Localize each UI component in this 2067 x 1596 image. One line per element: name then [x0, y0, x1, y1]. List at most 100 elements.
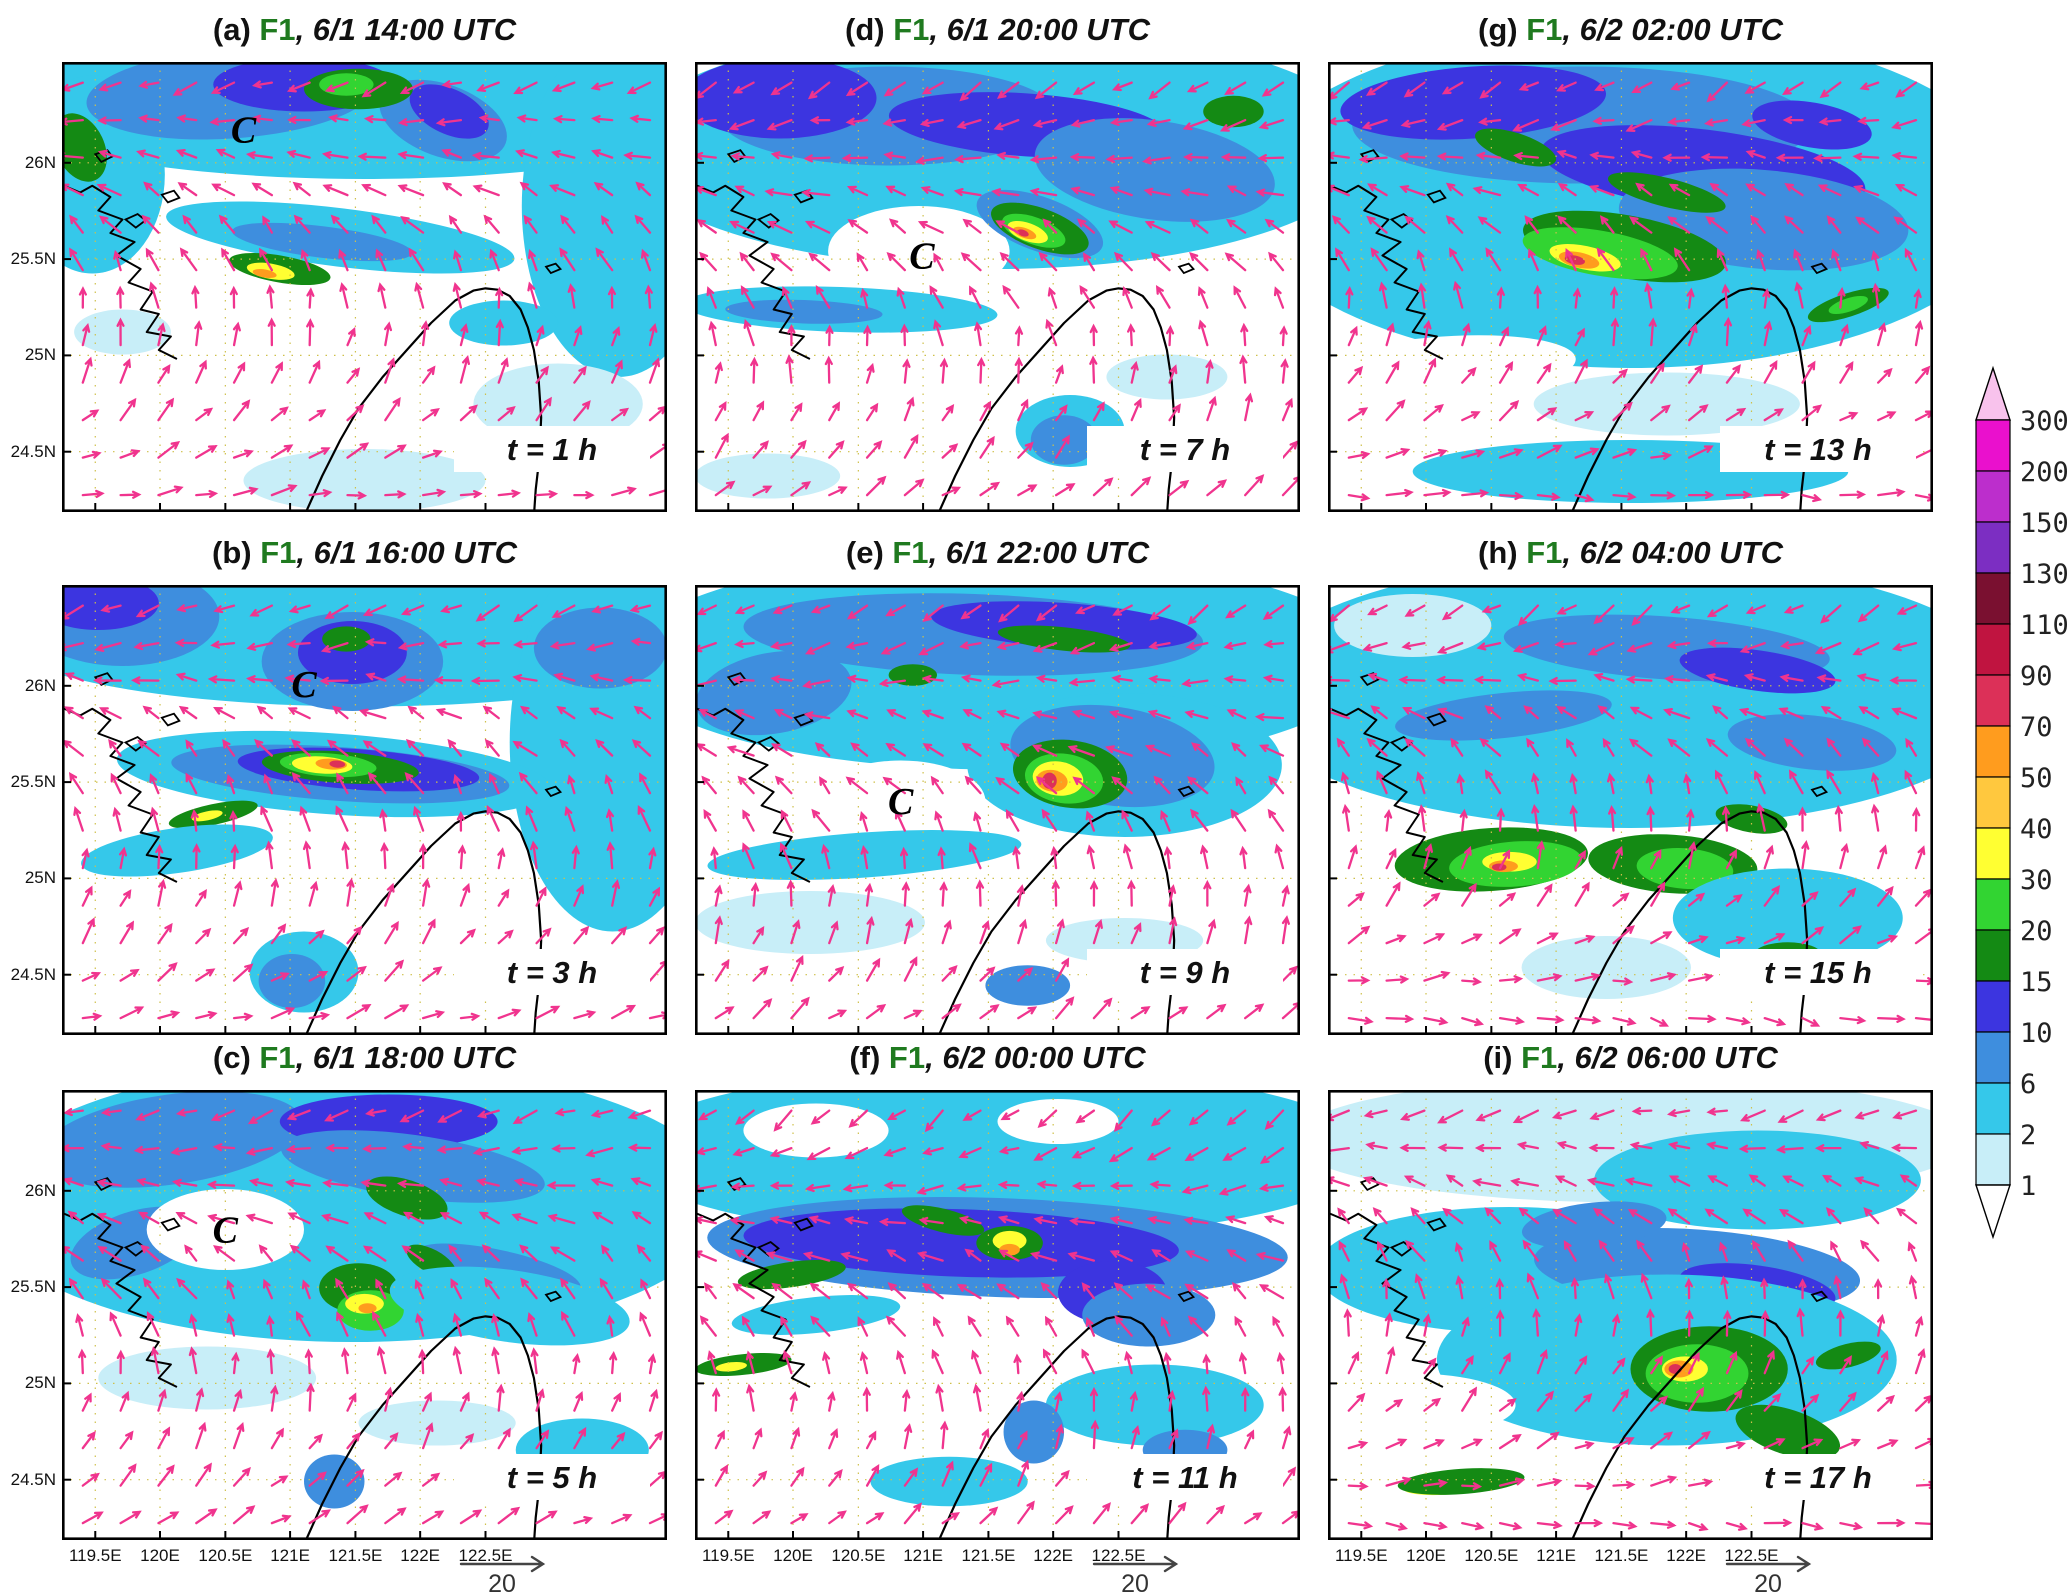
x-axis-label: 120.5E	[198, 1546, 253, 1565]
forecast-hour-label: t = 9 h	[1140, 955, 1230, 990]
forecast-hour-label: t = 13 h	[1764, 432, 1872, 467]
colorbar: 300 200 150 130 110 90 70 50 40 30 20 15 10 6 2 1	[1975, 365, 2067, 1240]
island-outline	[1810, 785, 1829, 798]
precip-region	[695, 891, 925, 954]
china-coastline	[62, 1211, 178, 1388]
wind-vector-field	[1328, 1106, 1933, 1532]
panel-map-c: Ct = 5 h	[62, 1090, 667, 1540]
taiwan-coastline	[304, 810, 543, 1035]
island-outline	[1426, 1217, 1447, 1232]
china-coastline	[62, 183, 178, 360]
taiwan-coastline	[304, 1315, 543, 1540]
colorbar-label: 130	[2020, 559, 2067, 590]
colorbar-label: 200	[2020, 457, 2067, 488]
model-run-label: F1	[893, 12, 930, 47]
panel-map-b: Ct = 3 h	[62, 585, 667, 1035]
panel-map-i: t = 17 h	[1328, 1090, 1933, 1540]
y-axis-label: 24.5N	[10, 441, 56, 461]
panel-datetime-label: , 6/1 14:00 UTC	[295, 12, 517, 47]
panel-index-label: (h)	[1478, 535, 1527, 570]
circulation-center-label: C	[213, 1210, 239, 1252]
precip-region	[1328, 335, 1576, 401]
forecast-hour-label: t = 5 h	[507, 1460, 597, 1495]
panel-index-label: (a)	[212, 12, 260, 47]
wind-vector-field	[1328, 604, 1933, 1027]
island-outline	[1177, 262, 1196, 275]
taiwan-coastline	[1570, 1315, 1809, 1540]
panel-title-g: (g) F1, 6/2 02:00 UTC	[1328, 8, 1933, 52]
panel-map-g: t = 13 h	[1328, 62, 1933, 512]
island-outline	[1177, 1290, 1196, 1303]
panel-datetime-label: , 6/1 20:00 UTC	[929, 12, 1150, 47]
precip-region	[737, 1259, 846, 1290]
panel-datetime-label: , 6/2 06:00 UTC	[1557, 1040, 1778, 1075]
precip-region	[695, 62, 877, 139]
colorbar-segment	[1975, 572, 2011, 625]
precip-region	[1397, 1468, 1525, 1495]
china-coastline	[1328, 1211, 1444, 1388]
x-axis-label: 119.5E	[1334, 1546, 1388, 1565]
island-outline	[756, 1241, 780, 1257]
island-outline	[793, 1217, 814, 1232]
precip-region	[1045, 1364, 1264, 1446]
panel-title-b: (b) F1, 6/1 16:00 UTC	[62, 531, 667, 575]
forecast-hour-label: t = 1 h	[507, 432, 597, 467]
island-outline	[544, 262, 563, 275]
panel-index-label: (g)	[1478, 12, 1527, 47]
colorbar-segment	[1975, 1082, 2011, 1135]
forecast-hour-label: t = 17 h	[1764, 1460, 1872, 1495]
map-border	[695, 62, 1300, 512]
y-axis-label: 25N	[24, 868, 56, 888]
precip-region	[1017, 229, 1029, 237]
forecast-hour-label: t = 3 h	[507, 955, 597, 990]
precip-region	[62, 1091, 303, 1188]
taiwan-coastline	[304, 287, 543, 512]
precip-region	[98, 1346, 317, 1410]
panel-index-label: (i)	[1483, 1040, 1522, 1075]
precip-region	[252, 268, 277, 279]
panel-map-a: Ct = 1 h	[62, 62, 667, 512]
x-axis-label: 121E	[903, 1546, 943, 1565]
model-run-label: F1	[259, 12, 296, 47]
model-run-label: F1	[888, 1040, 926, 1075]
wind-vector-field	[62, 80, 667, 500]
colorbar-label: 6	[2020, 1069, 2036, 1100]
colorbar-label: 300	[2020, 406, 2067, 437]
forecast-hour-box	[454, 1454, 650, 1500]
y-axis-label: 26N	[24, 675, 56, 695]
precip-region	[1082, 1283, 1216, 1347]
precip-region	[725, 299, 883, 324]
island-outline	[793, 712, 814, 727]
island-outline	[1810, 1290, 1829, 1303]
wind-vector-field	[1328, 81, 1933, 503]
y-axis-label: 25.5N	[10, 1277, 56, 1297]
precip-region	[533, 607, 667, 689]
x-axis-label: 122.5E	[1091, 1546, 1146, 1565]
y-axis-label: 26N	[24, 152, 56, 172]
panel-datetime-label: , 6/1 16:00 UTC	[296, 535, 517, 570]
forecast-hour-box	[1720, 949, 1916, 995]
precip-region	[322, 626, 371, 652]
precip-region	[358, 1303, 377, 1314]
island-outline	[756, 213, 780, 229]
china-coastline	[1328, 183, 1444, 360]
x-axis-label: 120.5E	[831, 1546, 886, 1565]
model-run-label: F1	[1526, 535, 1563, 570]
precip-region	[1727, 714, 1897, 771]
y-axis-label: 24.5N	[10, 1469, 56, 1489]
precip-region	[366, 1176, 448, 1220]
forecast-hour-box	[1087, 426, 1283, 472]
panel-title-c: (c) F1, 6/1 18:00 UTC	[62, 1036, 667, 1080]
colorbar-segment	[1975, 929, 2011, 982]
precip-region	[828, 206, 1010, 296]
x-axis-label: 120E	[140, 1546, 180, 1565]
x-axis-label: 120E	[773, 1546, 813, 1565]
x-axis-label: 121.5E	[1594, 1546, 1649, 1565]
model-run-label: F1	[259, 1040, 296, 1075]
x-axis-label: 121E	[1536, 1546, 1576, 1565]
island-outline	[756, 736, 780, 752]
precip-region	[1203, 95, 1264, 128]
colorbar-label: 40	[2020, 814, 2053, 845]
precip-region	[1334, 594, 1492, 657]
colorbar-under-triangle	[1975, 1184, 2011, 1240]
